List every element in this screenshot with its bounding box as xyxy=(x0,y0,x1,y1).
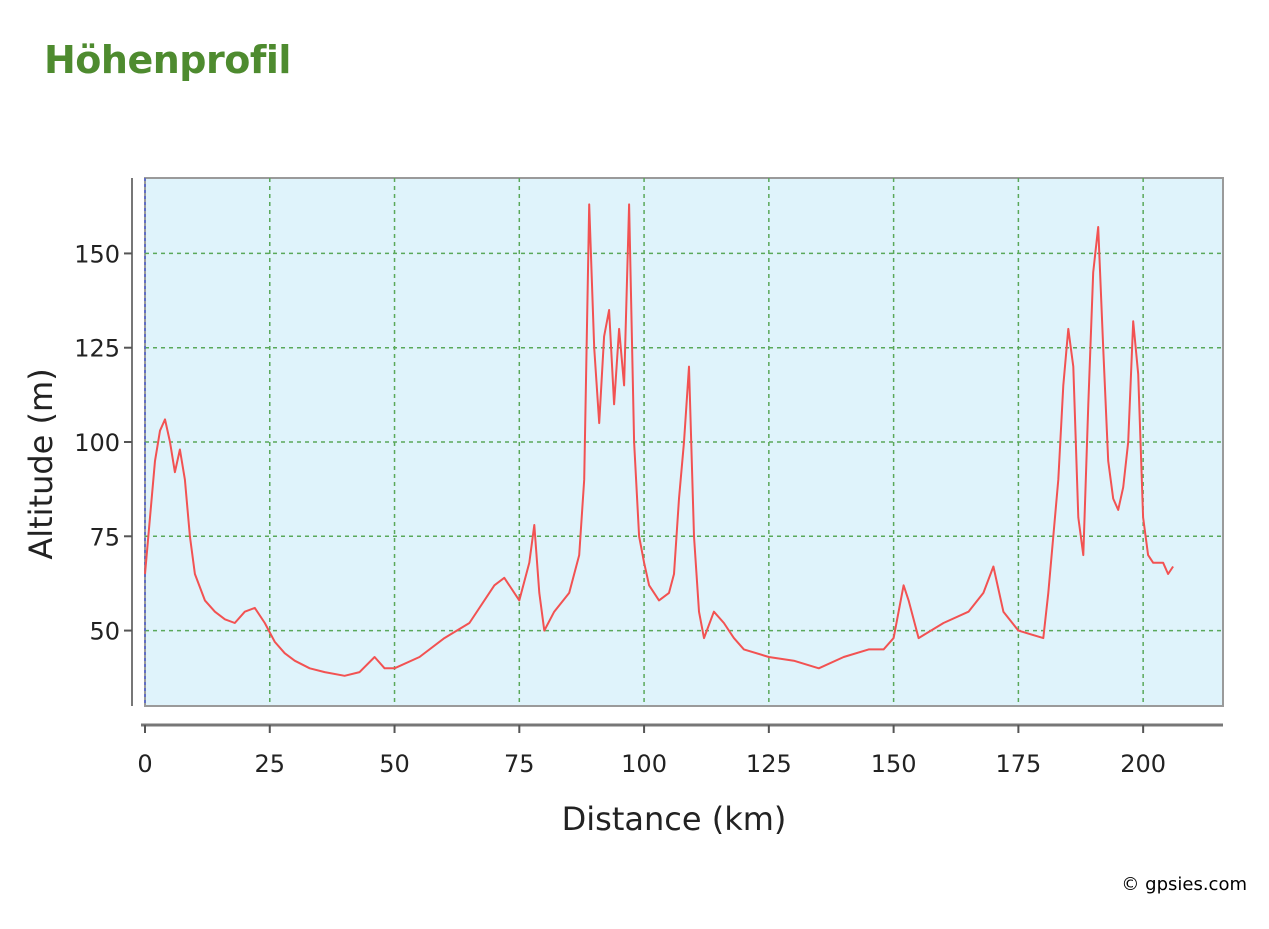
ticks: 0 25 50 75 100 125 150 175 200 50 75 100 125 150 xyxy=(74,240,1166,778)
x-tick-label: 25 xyxy=(254,750,285,778)
y-tick-label: 125 xyxy=(74,335,120,363)
y-tick-label: 50 xyxy=(89,618,120,646)
x-tick-label: 200 xyxy=(1120,750,1166,778)
altitude-line xyxy=(144,203,1174,677)
x-tick-label: 175 xyxy=(995,750,1041,778)
x-tick-label: 100 xyxy=(621,750,667,778)
x-tick-label: 125 xyxy=(746,750,792,778)
y-tick-label: 100 xyxy=(74,429,120,457)
y-tick-label: 150 xyxy=(74,240,120,268)
copyright-notice: © gpsies.com xyxy=(1121,874,1247,895)
x-axis-title: Distance (km) xyxy=(562,800,787,838)
y-axis-title: Altitude (m) xyxy=(22,368,60,559)
grid xyxy=(144,178,1223,706)
x-tick-label: 50 xyxy=(379,750,410,778)
x-tick-label: 0 xyxy=(137,750,152,778)
page-title: Höhenprofil xyxy=(44,38,291,82)
x-tick-label: 150 xyxy=(871,750,917,778)
x-tick-label: 75 xyxy=(504,750,535,778)
y-tick-label: 75 xyxy=(89,523,120,551)
